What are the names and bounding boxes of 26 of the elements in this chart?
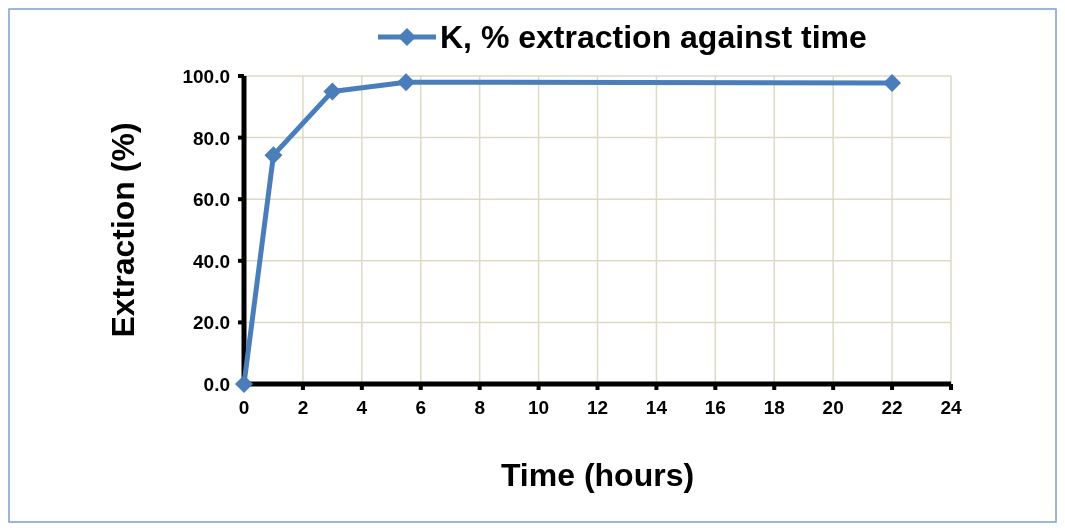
x-tick-label: 12 [586,397,609,418]
y-axis-title: Extraction (%) [105,122,141,338]
point [883,74,902,93]
x-tick-label: 10 [528,397,550,418]
x-tick-label: 2 [297,397,309,418]
x-tick-label: 0 [238,397,250,418]
legend-label: K, % extraction against time [440,19,867,55]
y-tick-label: 40.0 [193,250,230,272]
point [235,375,253,393]
x-axis-title: Time (hours) [500,457,695,493]
x-tick-label: 24 [940,397,962,418]
y-tick-label: 20.0 [193,312,230,334]
point [264,146,283,165]
x-tick-label: 8 [474,397,485,418]
x-tick-label: 16 [704,397,726,418]
x-tick-label: 14 [645,397,668,418]
x-tick-label: 22 [881,397,903,418]
y-tick-label: 100.0 [182,66,230,87]
x-tick-label: 4 [356,397,368,418]
point [323,82,342,101]
x-tick-label: 20 [822,397,844,418]
x-tick-label: 18 [763,397,785,418]
x-tick-label: 6 [415,397,427,418]
y-tick-label: 60.0 [193,189,230,211]
y-tick-label: 80.0 [193,127,230,149]
y-tick-label: 0.0 [203,374,230,395]
